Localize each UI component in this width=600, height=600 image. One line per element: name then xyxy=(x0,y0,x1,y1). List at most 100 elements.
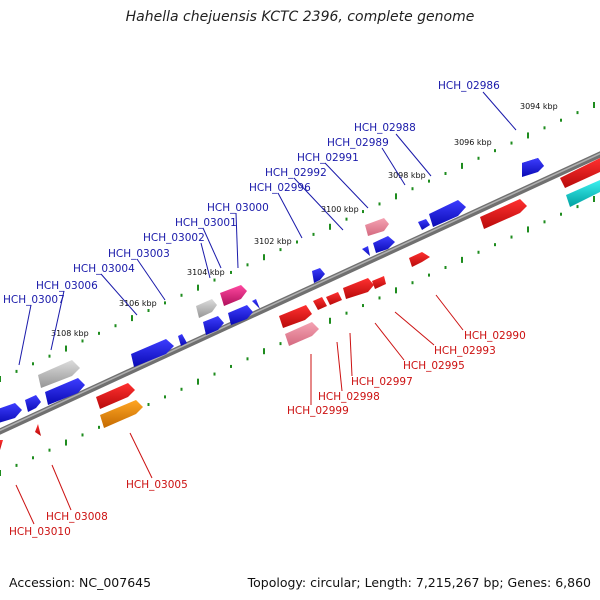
gene-arrow xyxy=(25,395,41,412)
minor-tick xyxy=(15,369,18,373)
gene-arrow xyxy=(566,180,600,207)
gene-arrow xyxy=(522,158,544,177)
minor-tick xyxy=(147,402,150,406)
minor-tick xyxy=(98,331,100,335)
minor-tick xyxy=(345,311,348,315)
gene-arrow xyxy=(279,305,312,328)
minor-tick xyxy=(230,364,232,368)
minor-tick xyxy=(477,156,480,160)
major-tick xyxy=(395,193,397,200)
minor-tick xyxy=(543,220,546,224)
gene-label: HCH_03002 xyxy=(143,232,205,244)
genome-backbone-highlight xyxy=(0,152,600,432)
gene-label: HCH_03005 xyxy=(126,479,188,491)
gene-arrow xyxy=(429,200,466,227)
scale-label-3094: 3094 kbp xyxy=(520,102,558,111)
minor-tick xyxy=(477,250,480,254)
gene-arrow xyxy=(0,403,22,423)
gene-label: HCH_02999 xyxy=(287,405,349,417)
gene-arrow xyxy=(0,440,3,450)
gene-label: HCH_03000 xyxy=(207,202,269,214)
minor-tick xyxy=(48,448,51,452)
minor-tick xyxy=(576,111,579,115)
gene-arrow xyxy=(100,400,143,428)
gene-arrow xyxy=(409,252,430,267)
scale-label-3108: 3108 kbp xyxy=(51,329,89,338)
minor-tick xyxy=(230,270,232,274)
minor-tick xyxy=(180,387,183,391)
minor-tick xyxy=(32,362,34,366)
gene-arrow xyxy=(313,297,327,310)
minor-tick xyxy=(213,278,216,282)
gene-arrow xyxy=(480,199,527,229)
scale-label-3106: 3106 kbp xyxy=(119,299,157,308)
major-tick xyxy=(0,376,1,382)
minor-tick xyxy=(164,301,166,305)
gene-arrow xyxy=(560,158,600,188)
gene-arrow xyxy=(252,299,260,309)
major-tick xyxy=(461,256,463,263)
minor-tick xyxy=(560,212,562,216)
gene-arrow xyxy=(365,218,389,236)
accession-text: Accession: NC_007645 xyxy=(9,575,152,590)
reverse-genes xyxy=(0,158,600,450)
minor-tick xyxy=(296,240,298,244)
major-tick xyxy=(197,284,199,291)
minor-tick xyxy=(444,171,447,175)
forward-leader-lines xyxy=(18,91,517,366)
genome-stats-text: Topology: circular; Length: 7,215,267 bp… xyxy=(247,575,591,590)
forward-tick-track xyxy=(0,101,595,382)
scale-label-3104: 3104 kbp xyxy=(187,268,225,277)
major-tick xyxy=(263,254,265,261)
gene-arrow xyxy=(220,285,247,306)
gene-arrow xyxy=(178,334,187,346)
major-tick xyxy=(131,315,133,322)
major-tick xyxy=(329,223,331,230)
gene-label: HCH_02995 xyxy=(403,360,465,372)
minor-tick xyxy=(48,354,51,358)
minor-tick xyxy=(312,232,315,236)
gene-arrow xyxy=(96,383,135,409)
gene-arrow xyxy=(312,268,325,283)
minor-tick xyxy=(279,248,282,252)
gene-arrow xyxy=(196,299,217,318)
gene-label: HCH_03010 xyxy=(9,526,71,538)
gene-label: HCH_02991 xyxy=(297,152,359,164)
major-tick xyxy=(197,378,199,385)
gene-label: HCH_02989 xyxy=(327,137,389,149)
gene-label: HCH_03001 xyxy=(175,217,237,229)
gene-arrow xyxy=(45,378,85,405)
minor-tick xyxy=(81,339,84,343)
minor-tick xyxy=(510,141,513,145)
gene-label: HCH_03008 xyxy=(46,511,108,523)
gene-label: HCH_02996 xyxy=(249,182,311,194)
gene-arrow xyxy=(35,424,41,436)
gene-arrow xyxy=(372,276,386,289)
minor-tick xyxy=(180,293,183,297)
minor-tick xyxy=(213,372,216,376)
minor-tick xyxy=(246,263,249,267)
minor-tick xyxy=(345,217,348,221)
major-tick xyxy=(461,162,463,169)
major-tick xyxy=(395,287,397,294)
gene-arrow xyxy=(203,316,224,335)
minor-tick xyxy=(114,324,117,328)
gene-label: HCH_03007 xyxy=(3,294,65,306)
minor-tick xyxy=(362,304,364,308)
scale-label-3098: 3098 kbp xyxy=(388,171,426,180)
minor-tick xyxy=(428,179,430,183)
gene-label: HCH_03003 xyxy=(108,248,170,260)
gene-arrow xyxy=(326,292,342,305)
major-tick xyxy=(65,345,67,352)
minor-tick xyxy=(560,118,562,122)
minor-tick xyxy=(81,433,84,437)
gene-arrow xyxy=(131,339,174,367)
minor-tick xyxy=(411,281,414,285)
major-tick xyxy=(527,226,529,233)
gene-label: HCH_02993 xyxy=(434,345,496,357)
gene-arrow xyxy=(373,236,395,253)
forward-genes xyxy=(0,158,544,423)
minor-tick xyxy=(164,395,166,399)
minor-tick xyxy=(510,235,513,239)
